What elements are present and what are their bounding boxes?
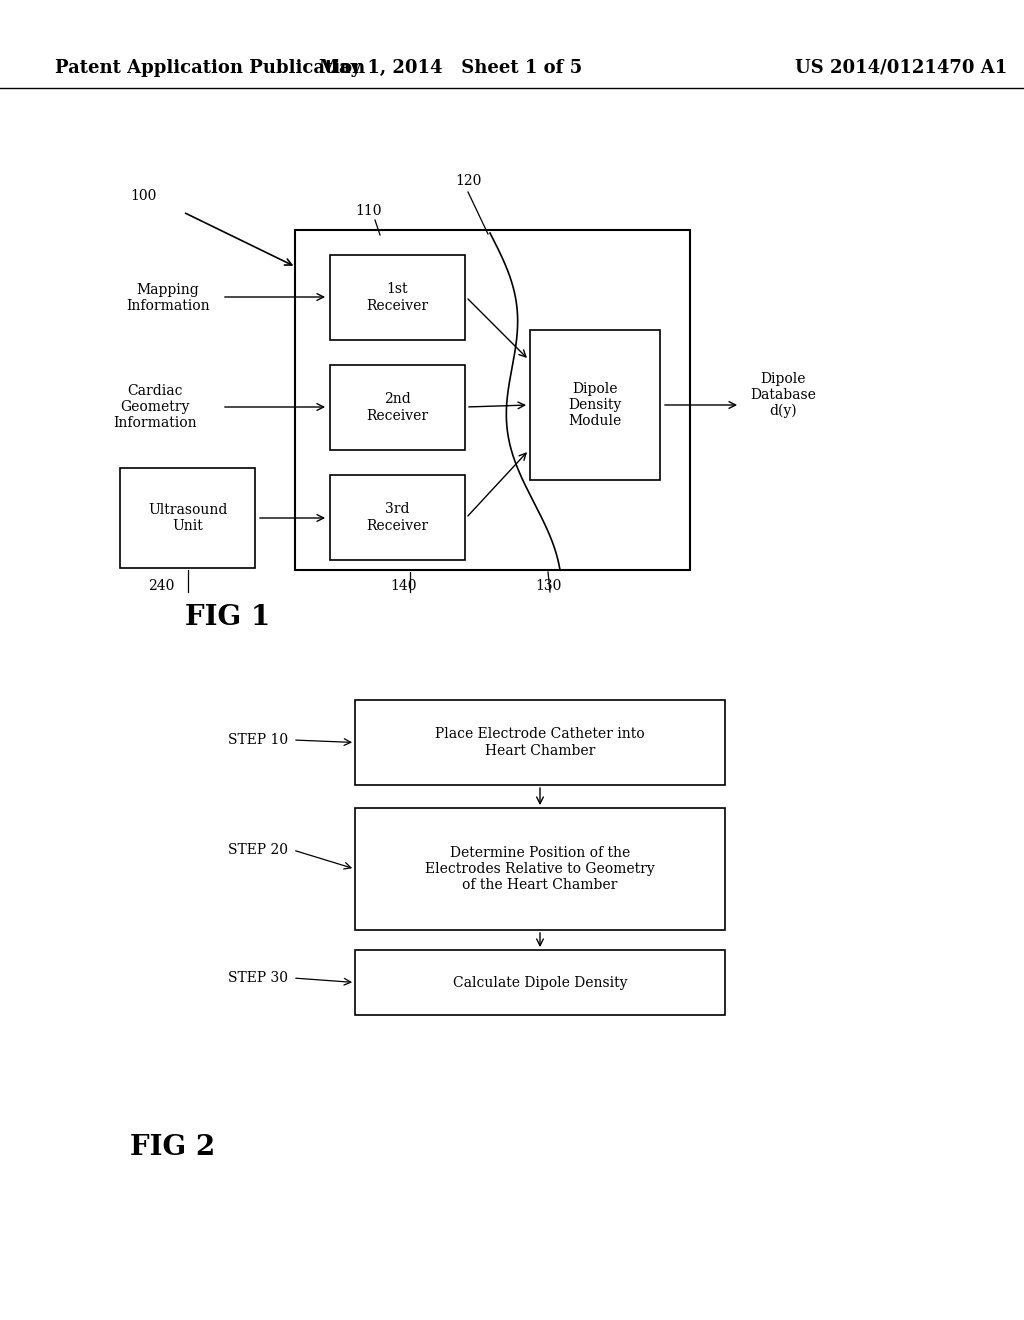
Bar: [295, 230, 690, 570]
Text: 1st
Receiver: 1st Receiver: [367, 282, 429, 313]
Text: Place Electrode Catheter into
Heart Chamber: Place Electrode Catheter into Heart Cham…: [435, 727, 645, 758]
Text: 240: 240: [148, 579, 174, 593]
Text: STEP 20: STEP 20: [228, 843, 288, 857]
Text: 100: 100: [130, 189, 157, 203]
Text: Determine Position of the
Electrodes Relative to Geometry
of the Heart Chamber: Determine Position of the Electrodes Rel…: [425, 846, 655, 892]
Bar: [355, 950, 725, 1015]
Bar: [530, 330, 660, 480]
Text: Cardiac
Geometry
Information: Cardiac Geometry Information: [114, 384, 197, 430]
Text: Ultrasound
Unit: Ultrasound Unit: [147, 503, 227, 533]
Text: Mapping
Information: Mapping Information: [126, 282, 210, 313]
Text: 120: 120: [455, 174, 481, 187]
Text: 130: 130: [535, 579, 561, 593]
Bar: [355, 808, 725, 931]
Bar: [330, 255, 465, 341]
Text: US 2014/0121470 A1: US 2014/0121470 A1: [795, 59, 1008, 77]
Text: 3rd
Receiver: 3rd Receiver: [367, 503, 429, 532]
Bar: [355, 700, 725, 785]
Text: Dipole
Database
d(y): Dipole Database d(y): [750, 371, 816, 418]
Text: STEP 10: STEP 10: [228, 733, 288, 747]
Text: Dipole
Density
Module: Dipole Density Module: [568, 381, 622, 428]
Bar: [330, 475, 465, 560]
Text: Patent Application Publication: Patent Application Publication: [55, 59, 366, 77]
Bar: [330, 366, 465, 450]
Text: STEP 30: STEP 30: [228, 972, 288, 985]
Text: FIG 1: FIG 1: [185, 605, 270, 631]
Text: Calculate Dipole Density: Calculate Dipole Density: [453, 975, 628, 990]
Text: FIG 2: FIG 2: [130, 1134, 215, 1162]
Text: May 1, 2014   Sheet 1 of 5: May 1, 2014 Sheet 1 of 5: [318, 59, 583, 77]
Text: 140: 140: [390, 579, 417, 593]
Text: 2nd
Receiver: 2nd Receiver: [367, 392, 429, 422]
Bar: [120, 469, 255, 568]
Text: 110: 110: [355, 205, 382, 218]
